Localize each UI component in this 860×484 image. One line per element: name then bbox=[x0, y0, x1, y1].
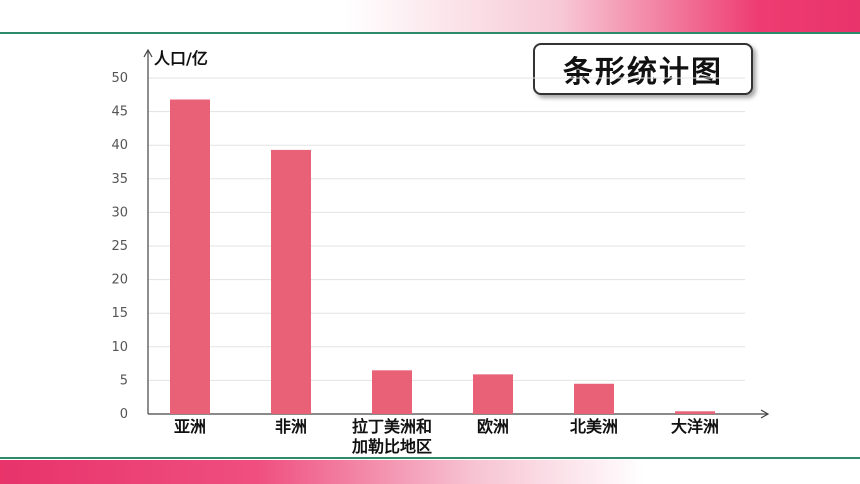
bar bbox=[170, 99, 210, 414]
category-label: 大洋洲 bbox=[671, 417, 719, 436]
x-axis-arrow bbox=[760, 409, 770, 419]
category-label: 加勒比地区 bbox=[351, 437, 432, 456]
y-tick-label: 20 bbox=[111, 273, 128, 288]
category-label: 非洲 bbox=[275, 417, 307, 436]
y-tick-label: 25 bbox=[111, 239, 128, 254]
bar bbox=[574, 383, 614, 414]
header-gradient-bar bbox=[0, 0, 860, 32]
y-tick-label: 40 bbox=[111, 138, 128, 153]
y-tick-label: 50 bbox=[111, 71, 128, 86]
y-axis-label: 人口/亿 bbox=[154, 49, 208, 68]
bar bbox=[675, 411, 715, 414]
y-tick-label: 15 bbox=[111, 306, 128, 321]
y-tick-label: 10 bbox=[111, 340, 128, 355]
y-tick-label: 35 bbox=[111, 172, 128, 187]
bar bbox=[372, 370, 412, 414]
y-tick-label: 30 bbox=[111, 205, 128, 220]
bar bbox=[271, 149, 311, 415]
header-divider bbox=[0, 32, 860, 34]
footer-gradient-bar bbox=[0, 460, 860, 484]
y-tick-label: 5 bbox=[120, 373, 128, 388]
chart-title: 条形统计图 bbox=[563, 55, 723, 90]
chart-title-box: 条形统计图 bbox=[533, 43, 753, 95]
y-tick-label: 0 bbox=[120, 407, 128, 422]
y-axis-arrow bbox=[143, 48, 153, 58]
category-label: 拉丁美洲和 bbox=[352, 417, 432, 436]
category-label: 欧洲 bbox=[477, 417, 509, 436]
bar bbox=[473, 374, 513, 414]
y-tick-label: 45 bbox=[111, 105, 128, 120]
footer-divider bbox=[0, 457, 860, 459]
category-label: 亚洲 bbox=[174, 417, 206, 436]
category-label: 北美洲 bbox=[570, 417, 618, 436]
